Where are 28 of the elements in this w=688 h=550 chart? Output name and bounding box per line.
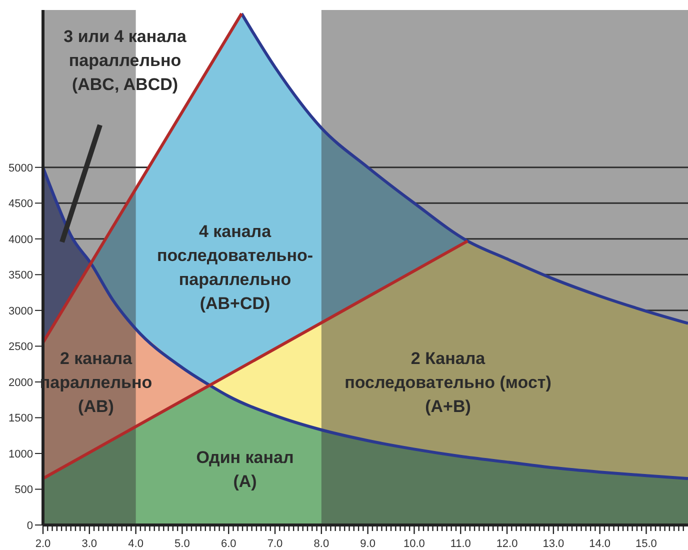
x-tick-label: 5.0 (174, 538, 190, 550)
y-tick-label: 2000 (8, 376, 33, 389)
x-tick-label: 4.0 (128, 538, 144, 550)
annotation: Один канал (A) (196, 448, 294, 491)
x-tick-label: 2.0 (35, 538, 51, 550)
y-tick-label: 2500 (8, 341, 33, 354)
x-tick-label: 6.0 (220, 538, 236, 550)
x-tick-label: 9.0 (360, 538, 376, 550)
y-tick-label: 4500 (8, 198, 33, 210)
x-tick-label: 11.0 (450, 538, 471, 550)
x-tick-label: 10.0 (404, 538, 425, 550)
y-tick-label: 4000 (8, 234, 33, 246)
y-tick-label: 3500 (8, 270, 33, 282)
y-tick-label: 1500 (8, 412, 33, 425)
x-tick-label: 15.0 (636, 538, 657, 550)
x-tick-label: 7.0 (267, 538, 283, 550)
y-tick-label: 5000 (8, 162, 33, 174)
y-tick-label: 0 (26, 520, 33, 532)
y-tick-label: 1000 (8, 448, 33, 460)
x-tick-label: 12.0 (496, 538, 518, 550)
x-tick-label: 13.0 (542, 538, 564, 550)
x-tick-label: 8.0 (314, 538, 330, 550)
annotation: 2 Канала последовательно (мост) (A+B) (344, 349, 552, 416)
y-tick-label: 3000 (8, 305, 33, 318)
x-tick-label: 14.0 (589, 538, 611, 550)
x-tick-label: 3.0 (82, 538, 98, 550)
annotation: 4 канала последовательно- параллельно (AB+CD) (156, 222, 314, 313)
y-tick-label: 500 (14, 484, 33, 496)
